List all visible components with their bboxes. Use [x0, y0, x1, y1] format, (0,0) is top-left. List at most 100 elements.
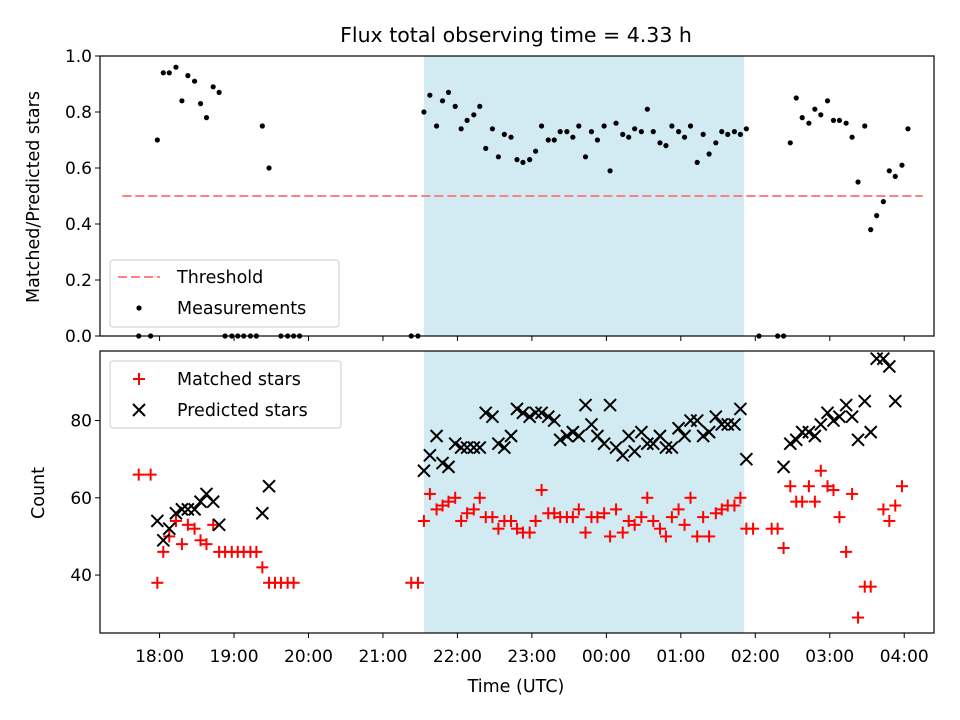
predicted-star-point: [423, 448, 437, 463]
predicted-star-point: [603, 398, 617, 412]
matched-star-point: [591, 511, 604, 524]
matched-star-point: [144, 468, 157, 481]
matched-star-point: [678, 518, 691, 531]
measurement-point: [862, 123, 868, 129]
predicted-star-point: [150, 514, 165, 528]
matched-star-point: [889, 499, 902, 512]
matched-star-point: [697, 511, 710, 524]
measurement-point: [737, 131, 743, 137]
matched-star-point: [814, 464, 827, 477]
count-y-axis-label: Count: [29, 467, 49, 519]
measurement-point: [638, 129, 644, 135]
measurement-point: [533, 148, 539, 154]
matched-star-point: [628, 518, 641, 531]
matched-star-point: [877, 503, 890, 516]
predicted-star-point: [863, 425, 878, 439]
predicted-star-point: [839, 398, 853, 412]
measurement-point: [719, 129, 725, 135]
matched-star-point: [728, 499, 741, 512]
matched-star-point: [647, 514, 660, 527]
measurement-point: [731, 129, 738, 135]
matched-star-point: [256, 561, 269, 574]
measurement-point: [669, 123, 675, 129]
predicted-star-point: [882, 359, 897, 374]
predicted-star-point: [665, 440, 679, 455]
matched-star-point: [163, 530, 176, 543]
matched-star-point: [734, 491, 747, 504]
measurement-point: [874, 213, 880, 219]
matched-stars-legend-label: Matched stars: [177, 370, 301, 390]
matched-star-point: [423, 487, 436, 500]
predicted-star-point: [640, 437, 655, 451]
predicted-star-point: [888, 394, 902, 408]
predicted-star-point: [858, 394, 872, 408]
predicted-star-point: [715, 417, 729, 432]
x-tick-label: 19:00: [210, 647, 259, 667]
matched-star-point: [641, 491, 654, 504]
predicted-star-point: [553, 433, 567, 447]
matched-stars-legend-swatch: [133, 373, 145, 385]
predicted-star-point: [479, 406, 493, 420]
measurement-point: [527, 157, 533, 163]
predicted-star-point: [522, 409, 537, 424]
predicted-star-point: [473, 440, 487, 455]
measurement-point: [166, 70, 172, 76]
predicted-star-point: [516, 406, 530, 420]
measurement-point: [545, 137, 551, 143]
matched-star-point: [492, 522, 505, 535]
measurement-point: [185, 73, 191, 79]
matched-star-point: [653, 522, 666, 535]
matched-star-point: [665, 511, 678, 524]
measurement-point: [259, 123, 265, 129]
predicted-star-point: [634, 425, 649, 439]
matched-star-point: [467, 503, 480, 516]
matched-star-point: [151, 576, 164, 589]
measurement-point: [501, 131, 507, 137]
threshold-legend-label: Threshold: [176, 268, 263, 288]
measurement-point: [818, 112, 824, 118]
measurement-point: [713, 140, 719, 146]
predicted-star-point: [485, 409, 500, 424]
matched-star-point: [771, 522, 784, 535]
matched-star-point: [572, 503, 585, 516]
matched-star-point: [529, 514, 542, 527]
measurement-point: [216, 89, 222, 95]
x-tick-label: 18:00: [135, 647, 184, 667]
matched-star-point: [895, 480, 908, 493]
matched-star-point: [802, 480, 815, 493]
matched-star-point: [566, 511, 579, 524]
matched-star-point: [598, 507, 611, 520]
measurement-point: [836, 117, 843, 123]
count-panel: 40 60 80 18:00 19:00 20:00 21:00 22:00 23:00 00:…: [29, 350, 935, 667]
count-highlight-span: [423, 351, 745, 633]
matched-stars-points: [132, 464, 908, 624]
matched-star-point: [449, 491, 462, 504]
predicted-star-point: [578, 398, 593, 412]
x-tick-label: 01:00: [656, 647, 705, 667]
measurement-point: [471, 112, 477, 118]
measurement-point: [421, 109, 427, 115]
ratio-legend: Threshold Measurements: [109, 259, 340, 328]
predicted-star-point: [441, 460, 456, 474]
predicted-star-point: [653, 429, 667, 443]
predicted-star-point: [733, 402, 748, 416]
matched-star-point: [200, 538, 213, 551]
y-tick-label: 0.0: [65, 327, 92, 347]
x-tick-label: 02:00: [731, 647, 780, 667]
measurement-point: [868, 227, 874, 233]
matched-star-point: [703, 530, 716, 543]
matched-star-point: [840, 545, 853, 558]
predicted-star-point: [467, 440, 481, 455]
x-axis-label: Time (UTC): [467, 677, 565, 697]
measurement-point: [613, 120, 619, 126]
measurement-point: [650, 129, 656, 135]
measurement-point: [564, 129, 570, 135]
matched-star-point: [808, 495, 821, 508]
measurement-point: [880, 199, 886, 205]
measurements-legend-swatch: [136, 305, 142, 311]
measurement-point: [570, 134, 576, 140]
predicted-star-point: [776, 460, 791, 474]
predicted-star-point: [448, 437, 462, 451]
measurement-point: [743, 126, 749, 132]
